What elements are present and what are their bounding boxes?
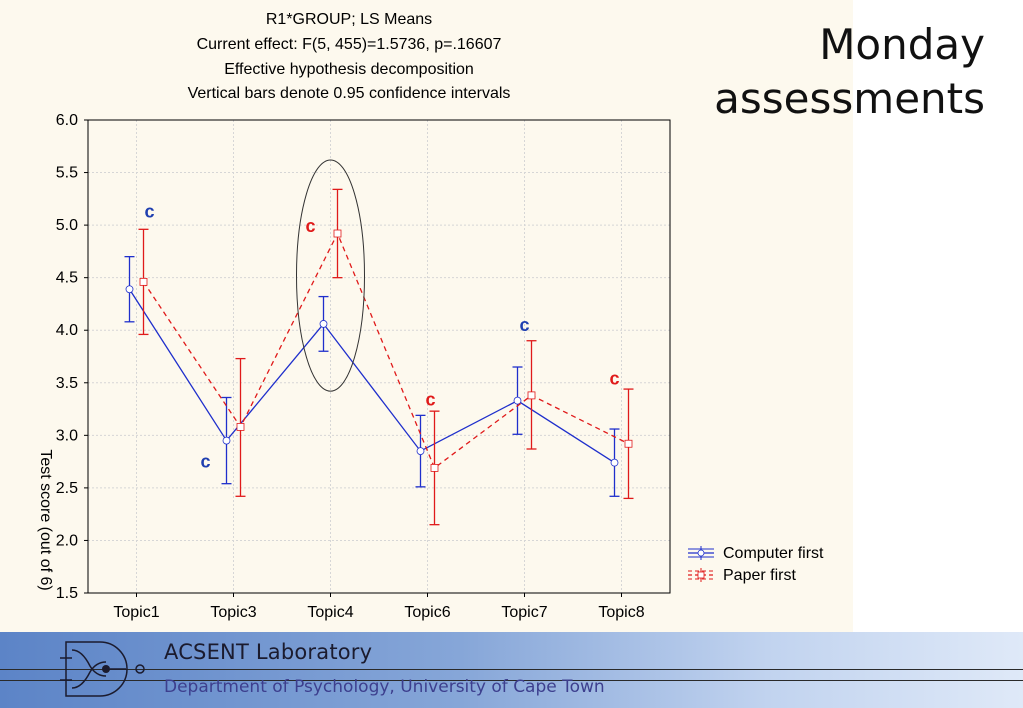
legend-item-paper-first: Paper first: [688, 567, 796, 584]
legend: Computer first Paper first: [688, 545, 824, 584]
slide-title: Monday assessments: [665, 18, 985, 126]
data-point: [222, 436, 231, 445]
data-point: [624, 439, 633, 448]
x-tick-label: Topic8: [598, 604, 644, 621]
annotations: c c c c c c: [144, 159, 620, 472]
slide-background: [0, 0, 853, 632]
data-point: [513, 396, 522, 405]
y-tick-label: 4.0: [56, 322, 78, 339]
data-point: [236, 423, 245, 431]
c-annotation: c: [609, 369, 619, 389]
chart-title-line-1: R1*GROUP; LS Means: [265, 11, 433, 28]
chart-title-line-4: Vertical bars denote 0.95 confidence int…: [187, 85, 511, 102]
data-point: [527, 391, 536, 400]
data-point: [333, 229, 342, 238]
x-tick-label: Topic7: [501, 604, 547, 621]
y-tick-label: 3.0: [56, 427, 78, 444]
x-tick-label: Topic1: [113, 604, 159, 621]
data-point: [139, 277, 148, 286]
series-line: [128, 288, 615, 464]
slide-title-line-1: Monday: [819, 20, 985, 69]
legend-label: Paper first: [723, 567, 796, 584]
chart-title-line-2: Current effect: F(5, 455)=1.5736, p=.166…: [196, 36, 502, 53]
x-tick-label: Topic3: [210, 604, 256, 621]
axes: 1.5 2.0 2.5 3.0 3.5 4.0 4.5 5.0 5.5 6.0 Topic1 Topi…: [56, 112, 645, 621]
acsent-logo-icon: [60, 641, 145, 697]
legend-marker: [697, 549, 705, 557]
plot-frame: [87, 119, 671, 594]
c-annotation: c: [519, 315, 529, 335]
y-tick-label: 2.0: [56, 532, 78, 549]
data-point: [416, 447, 425, 456]
chart: 1.5 2.0 2.5 3.0 3.5 4.0 4.5 5.0 5.5 6.0 Topic1 Topi…: [37, 112, 824, 621]
y-tick-label: 2.5: [56, 480, 78, 497]
c-annotation: c: [200, 452, 210, 472]
highlight-ellipse: [296, 159, 365, 392]
c-annotation: c: [144, 201, 154, 221]
c-annotation: c: [305, 216, 315, 236]
slide-title-line-2: assessments: [714, 74, 985, 123]
lab-name: ACSENT Laboratory: [164, 640, 373, 664]
c-annotation: c: [425, 390, 435, 410]
y-tick-label: 4.5: [56, 270, 78, 287]
legend-label: Computer first: [723, 545, 824, 562]
department-name: Department of Psychology, University of …: [164, 677, 605, 697]
x-tick-label: Topic6: [404, 604, 450, 621]
grid: [88, 120, 670, 593]
data-point: [430, 464, 439, 472]
x-tick-label: Topic4: [307, 604, 353, 621]
y-tick-label: 5.5: [56, 165, 78, 182]
y-tick-label: 1.5: [56, 585, 78, 602]
series-paper-first: [138, 188, 634, 526]
data-point: [319, 320, 328, 328]
legend-marker: [697, 571, 705, 579]
y-tick-label: 5.0: [56, 217, 78, 234]
series-line: [142, 231, 629, 469]
y-tick-label: 3.5: [56, 375, 78, 392]
chart-title-line-3: Effective hypothesis decomposition: [224, 61, 474, 78]
footer-divider-bottom: [0, 680, 1023, 681]
series-computer-first: [124, 255, 620, 497]
data-point: [610, 458, 619, 467]
series: [124, 188, 634, 526]
data-point: [125, 285, 134, 294]
y-axis-label: Test score (out of 6): [37, 449, 54, 590]
footer-divider-top: [0, 669, 1023, 670]
y-tick-label: 6.0: [56, 112, 78, 129]
footer-banner: ACSENT Laboratory Department of Psycholo…: [0, 632, 1023, 708]
legend-item-computer-first: Computer first: [688, 545, 824, 562]
